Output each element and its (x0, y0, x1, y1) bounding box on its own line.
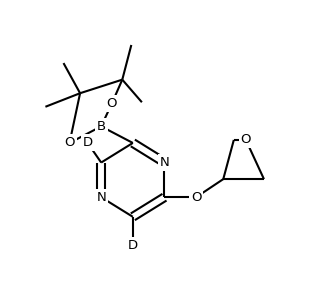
Text: N: N (96, 191, 106, 204)
Text: D: D (128, 239, 138, 252)
Text: O: O (191, 191, 201, 204)
Text: O: O (107, 97, 117, 110)
Text: B: B (96, 120, 106, 133)
Text: D: D (82, 136, 93, 150)
Text: O: O (64, 136, 75, 150)
Text: O: O (241, 134, 251, 146)
Text: N: N (159, 156, 170, 169)
